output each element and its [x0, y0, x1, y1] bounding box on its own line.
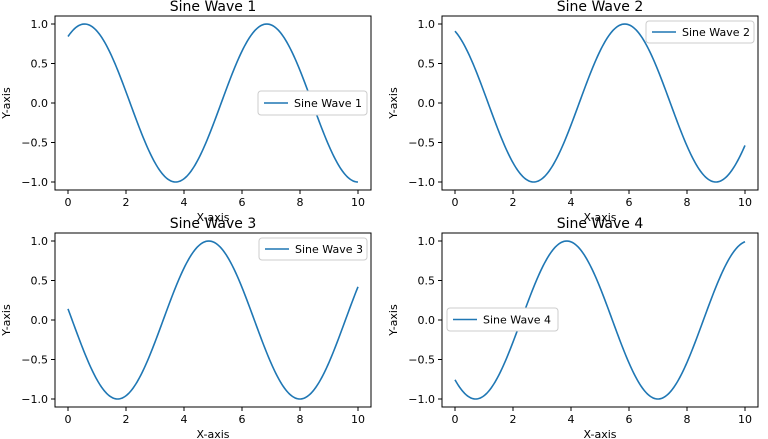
- axes-frame: [441, 15, 759, 191]
- x-axis-label: X-axis: [197, 428, 230, 439]
- x-tick-label: 0: [452, 413, 459, 426]
- y-tick-label: −1.0: [21, 393, 48, 406]
- x-axis-label: X-axis: [584, 428, 617, 439]
- legend: Sine Wave 3: [258, 237, 368, 261]
- x-tick-label: 4: [568, 196, 575, 209]
- legend-label: Sine Wave 4: [483, 314, 551, 327]
- x-tick-label: 2: [510, 413, 517, 426]
- legend-label: Sine Wave 1: [294, 97, 362, 110]
- x-tick-label: 6: [626, 413, 633, 426]
- y-tick-label: 1.0: [418, 18, 436, 31]
- subplot-4: Sine Wave 4 0 2 4 6 8 10 1.0 0.5 0.0 −0.5 −1.0 X-axi…: [387, 216, 759, 439]
- y-tick-label: 0.0: [31, 97, 49, 110]
- subplot-3: Sine Wave 3 0 2 4 6 8 10 1.0 0.5 0.0 −0.5 −1.0 X-axi…: [0, 216, 372, 439]
- series-line: [454, 23, 746, 183]
- y-tick-label: 1.0: [31, 235, 49, 248]
- x-tick-label: 8: [684, 413, 691, 426]
- y-tick-label: −0.5: [408, 137, 435, 150]
- y-tick-label: −1.0: [21, 176, 48, 189]
- y-tick-label: 1.0: [418, 235, 436, 248]
- chart-title: Sine Wave 1: [170, 0, 257, 15]
- legend-box: [258, 237, 368, 261]
- chart-title: Sine Wave 2: [557, 0, 644, 15]
- x-tick-label: 8: [297, 413, 304, 426]
- legend: Sine Wave 2: [645, 20, 755, 44]
- x-tick-label: 0: [65, 196, 72, 209]
- legend-box: [257, 90, 368, 116]
- y-tick-label: 0.5: [31, 58, 49, 71]
- x-tick-label: 2: [123, 413, 130, 426]
- x-tick-label: 6: [239, 413, 246, 426]
- x-tick-label: 0: [65, 413, 72, 426]
- y-tick-label: −0.5: [21, 354, 48, 367]
- y-tick-label: 1.0: [31, 18, 49, 31]
- x-tick-label: 4: [181, 413, 188, 426]
- y-tick-label: 0.5: [31, 275, 49, 288]
- chart-title: Sine Wave 3: [170, 216, 257, 232]
- subplot-2: Sine Wave 2 0 2 4 6 8 10 1.0 0.5 0.0 −0.5 −1.0 X-axi…: [387, 0, 759, 224]
- y-tick-label: 0.0: [31, 314, 49, 327]
- legend-label: Sine Wave 3: [295, 243, 363, 256]
- y-axis-label: Y-axis: [387, 87, 400, 120]
- y-axis-label: Y-axis: [0, 304, 13, 337]
- y-tick-label: −0.5: [21, 137, 48, 150]
- x-tick-label: 2: [123, 196, 130, 209]
- x-tick-label: 10: [738, 196, 752, 209]
- subplot-1: Sine Wave 1 0 2 4 6 8 10 1.0 0.5 0.0 −0.5 −1.0 X-axi…: [0, 0, 372, 224]
- x-tick-label: 2: [510, 196, 517, 209]
- axes-frame: [54, 232, 372, 408]
- x-tick-label: 10: [351, 196, 365, 209]
- series-line: [454, 240, 746, 400]
- legend: Sine Wave 4: [446, 307, 559, 332]
- chart-title: Sine Wave 4: [557, 216, 644, 232]
- y-tick-label: −0.5: [408, 354, 435, 367]
- y-axis-label: Y-axis: [0, 87, 13, 120]
- x-tick-label: 10: [738, 413, 752, 426]
- y-tick-label: 0.0: [418, 97, 436, 110]
- legend-box: [446, 307, 559, 332]
- legend-label: Sine Wave 2: [682, 26, 750, 39]
- legend-box: [645, 20, 755, 44]
- x-tick-label: 6: [239, 196, 246, 209]
- x-axis-label: X-axis: [584, 211, 617, 224]
- x-tick-label: 4: [568, 413, 575, 426]
- x-tick-label: 6: [626, 196, 633, 209]
- x-tick-label: 8: [684, 196, 691, 209]
- x-tick-label: 4: [181, 196, 188, 209]
- y-tick-label: 0.0: [418, 314, 436, 327]
- y-tick-label: 0.5: [418, 58, 436, 71]
- y-tick-label: −1.0: [408, 393, 435, 406]
- x-tick-label: 0: [452, 196, 459, 209]
- legend: Sine Wave 1: [257, 90, 368, 116]
- x-tick-label: 10: [351, 413, 365, 426]
- series-line: [67, 240, 359, 400]
- x-tick-label: 8: [297, 196, 304, 209]
- x-axis-label: X-axis: [197, 211, 230, 224]
- y-tick-label: 0.5: [418, 275, 436, 288]
- y-axis-label: Y-axis: [387, 304, 400, 337]
- y-tick-label: −1.0: [408, 176, 435, 189]
